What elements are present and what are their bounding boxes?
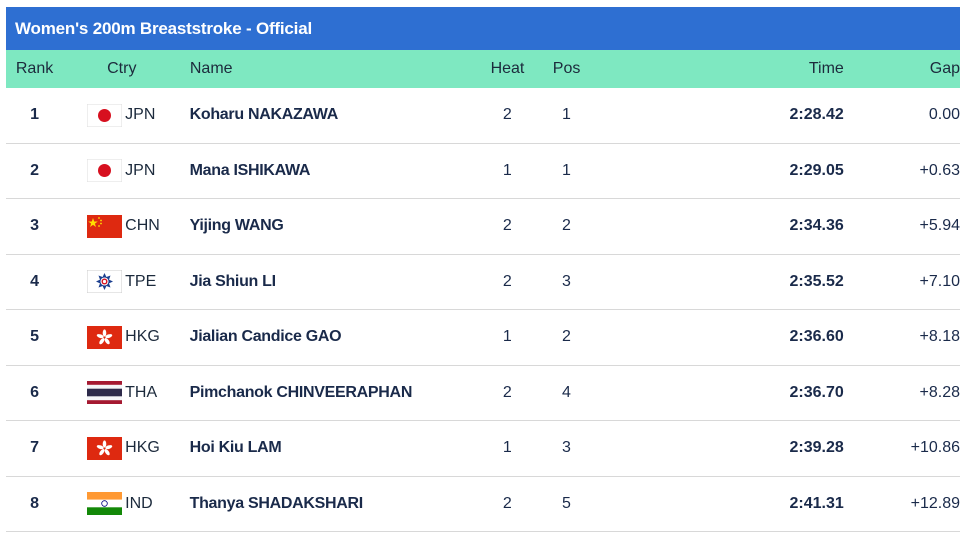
country-code: IND <box>125 494 153 512</box>
heat-cell: 2 <box>502 106 512 124</box>
column-header-name[interactable]: Name <box>189 60 233 77</box>
heat-cell: 1 <box>502 439 512 457</box>
gap-cell: +10.86 <box>910 439 960 457</box>
column-header-pos[interactable]: Pos <box>552 60 581 77</box>
time-cell: 2:34.36 <box>789 217 844 235</box>
column-header-rank[interactable]: Rank <box>15 60 54 77</box>
country-cell: CHN <box>63 214 189 238</box>
gap-cell: +8.28 <box>919 383 960 401</box>
china-flag-icon <box>87 214 123 238</box>
rank-cell: 3 <box>30 217 40 235</box>
country-cell: THA <box>63 381 189 405</box>
time-cell: 2:28.42 <box>789 106 844 124</box>
country-code: JPN <box>125 161 156 179</box>
gap-cell: 0.00 <box>928 106 960 124</box>
country-cell: HKG <box>63 436 189 460</box>
table-header: Rank Ctry Name Heat Pos Time Gap <box>6 50 960 88</box>
country-code: HKG <box>125 439 160 457</box>
athlete-name[interactable]: Jia Shiun LI <box>189 272 277 290</box>
position-cell: 2 <box>561 217 571 235</box>
table-row[interactable]: 1 JPN Koharu NAKAZAWA 2 1 2:28.42 0.00 <box>6 88 960 144</box>
country-cell: IND <box>63 492 189 516</box>
athlete-name[interactable]: Yijing WANG <box>189 217 284 235</box>
country-code: TPE <box>125 272 157 290</box>
time-cell: 2:29.05 <box>789 161 844 179</box>
position-cell: 3 <box>561 439 571 457</box>
athlete-name[interactable]: Hoi Kiu LAM <box>189 439 282 457</box>
country-code: THA <box>125 383 158 401</box>
japan-flag-icon <box>87 103 123 127</box>
athlete-name[interactable]: Mana ISHIKAWA <box>189 161 311 179</box>
position-cell: 5 <box>561 494 571 512</box>
position-cell: 4 <box>561 383 571 401</box>
rank-cell: 7 <box>30 439 40 457</box>
gap-cell: +0.63 <box>919 161 960 179</box>
heat-cell: 2 <box>502 217 512 235</box>
athlete-name[interactable]: Koharu NAKAZAWA <box>189 106 339 124</box>
hong-kong-flag-icon <box>87 325 123 349</box>
gap-cell: +5.94 <box>919 217 960 235</box>
athlete-name[interactable]: Jialian Candice GAO <box>189 328 342 346</box>
rank-cell: 2 <box>30 161 40 179</box>
heat-cell: 1 <box>502 328 512 346</box>
india-flag-icon <box>87 492 123 516</box>
event-title: Women's 200m Breaststroke - Official <box>6 7 960 50</box>
time-cell: 2:35.52 <box>789 272 844 290</box>
position-cell: 2 <box>561 328 571 346</box>
column-header-ctry[interactable]: Ctry <box>107 60 137 77</box>
heat-cell: 2 <box>502 494 512 512</box>
chinese-taipei-flag-icon <box>87 270 123 294</box>
table-row[interactable]: 2 JPN Mana ISHIKAWA 1 1 2:29.05 +0.63 <box>6 144 960 199</box>
results-table: Women's 200m Breaststroke - Official Ran… <box>6 7 960 532</box>
time-cell: 2:36.60 <box>789 328 844 346</box>
position-cell: 3 <box>561 272 571 290</box>
position-cell: 1 <box>561 161 571 179</box>
gap-cell: +7.10 <box>919 272 960 290</box>
country-code: CHN <box>125 217 160 235</box>
column-header-gap[interactable]: Gap <box>929 60 960 77</box>
athlete-name[interactable]: Thanya SHADAKSHARI <box>189 494 364 512</box>
athlete-name[interactable]: Pimchanok CHINVEERAPHAN <box>189 383 413 401</box>
time-cell: 2:39.28 <box>789 439 844 457</box>
country-cell: JPN <box>63 103 189 127</box>
table-row[interactable]: 5 HKG Jialian Candice GAO 1 2 2:36.60 +8… <box>6 310 960 366</box>
thailand-flag-icon <box>87 381 123 405</box>
country-code: JPN <box>125 106 156 124</box>
country-cell: TPE <box>63 270 189 294</box>
time-cell: 2:41.31 <box>789 494 844 512</box>
country-code: HKG <box>125 328 160 346</box>
heat-cell: 2 <box>502 383 512 401</box>
table-row[interactable]: 3 CHN Yijing WANG 2 2 2:34.36 +5.94 <box>6 199 960 255</box>
rank-cell: 1 <box>30 106 40 124</box>
country-cell: HKG <box>63 325 189 349</box>
table-row[interactable]: 6 THA Pimchanok CHINVEERAPHAN 2 4 2:36.7… <box>6 366 960 421</box>
japan-flag-icon <box>87 159 123 183</box>
table-row[interactable]: 4 TPE Jia Shiun LI 2 3 2:35.52 +7.10 <box>6 255 960 310</box>
table-row[interactable]: 7 HKG Hoi Kiu LAM 1 3 2:39.28 +10.86 <box>6 421 960 477</box>
rank-cell: 4 <box>30 272 40 290</box>
heat-cell: 1 <box>502 161 512 179</box>
gap-cell: +12.89 <box>910 494 960 512</box>
column-header-heat[interactable]: Heat <box>490 60 525 77</box>
time-cell: 2:36.70 <box>789 383 844 401</box>
position-cell: 1 <box>561 106 571 124</box>
hong-kong-flag-icon <box>87 436 123 460</box>
heat-cell: 2 <box>502 272 512 290</box>
column-header-time[interactable]: Time <box>808 60 844 77</box>
table-row[interactable]: 8 IND Thanya SHADAKSHARI 2 5 2:41.31 +12… <box>6 477 960 532</box>
gap-cell: +8.18 <box>919 328 960 346</box>
rank-cell: 6 <box>30 383 40 401</box>
table-body: 1 JPN Koharu NAKAZAWA 2 1 2:28.42 0.00 2… <box>6 88 960 532</box>
country-cell: JPN <box>63 159 189 183</box>
rank-cell: 5 <box>30 328 40 346</box>
rank-cell: 8 <box>30 494 40 512</box>
